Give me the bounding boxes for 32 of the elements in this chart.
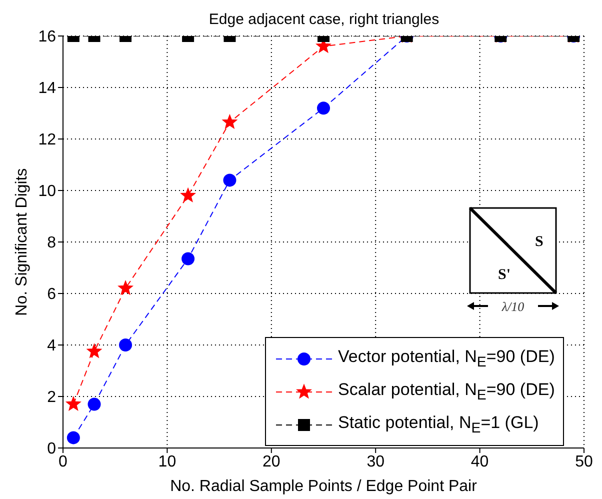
- y-tick-label: 16: [38, 28, 56, 46]
- x-tick-label: 20: [262, 453, 280, 470]
- point: [87, 344, 102, 358]
- point: [182, 252, 195, 266]
- x-tick-label: 0: [58, 453, 68, 470]
- y-tick-label: 0: [47, 440, 56, 458]
- annotation: S: [535, 234, 544, 250]
- x-tick-label: 50: [575, 453, 593, 470]
- x-tick-label: 40: [470, 453, 489, 470]
- y-axis-title: No. Significant Digits: [14, 168, 30, 316]
- legend-label: Scalar potential, N$_{E}$=90 (DE): [338, 380, 555, 404]
- annotation: S': [498, 267, 511, 283]
- annotation: λ/10: [500, 299, 525, 314]
- y-tick-label: 4: [47, 338, 56, 355]
- point: [118, 280, 133, 295]
- x-axis-title: No. Radial Sample Points / Edge Point Pair: [170, 478, 478, 495]
- point: [119, 338, 132, 352]
- point: [66, 396, 81, 410]
- point: [223, 174, 236, 187]
- y-tick-label: 8: [47, 234, 56, 252]
- y-tick-label: 14: [38, 80, 56, 98]
- y-tick-label: 12: [38, 132, 56, 149]
- point: [66, 431, 80, 444]
- x-tick-label: 10: [158, 453, 176, 470]
- y-tick-label: 6: [47, 286, 56, 304]
- y-tick-label: 2: [47, 389, 56, 406]
- chart-title: Edge adjacent case, right triangles: [208, 11, 440, 28]
- point: [88, 398, 101, 411]
- x-tick-label: 30: [366, 453, 385, 470]
- y-tick-label: 10: [38, 183, 56, 200]
- legend-label: Static potential, N$_{E}$=1 (GL): [338, 412, 539, 436]
- legend-label: Vector potential, N$_{E}$=90 (DE): [338, 346, 555, 370]
